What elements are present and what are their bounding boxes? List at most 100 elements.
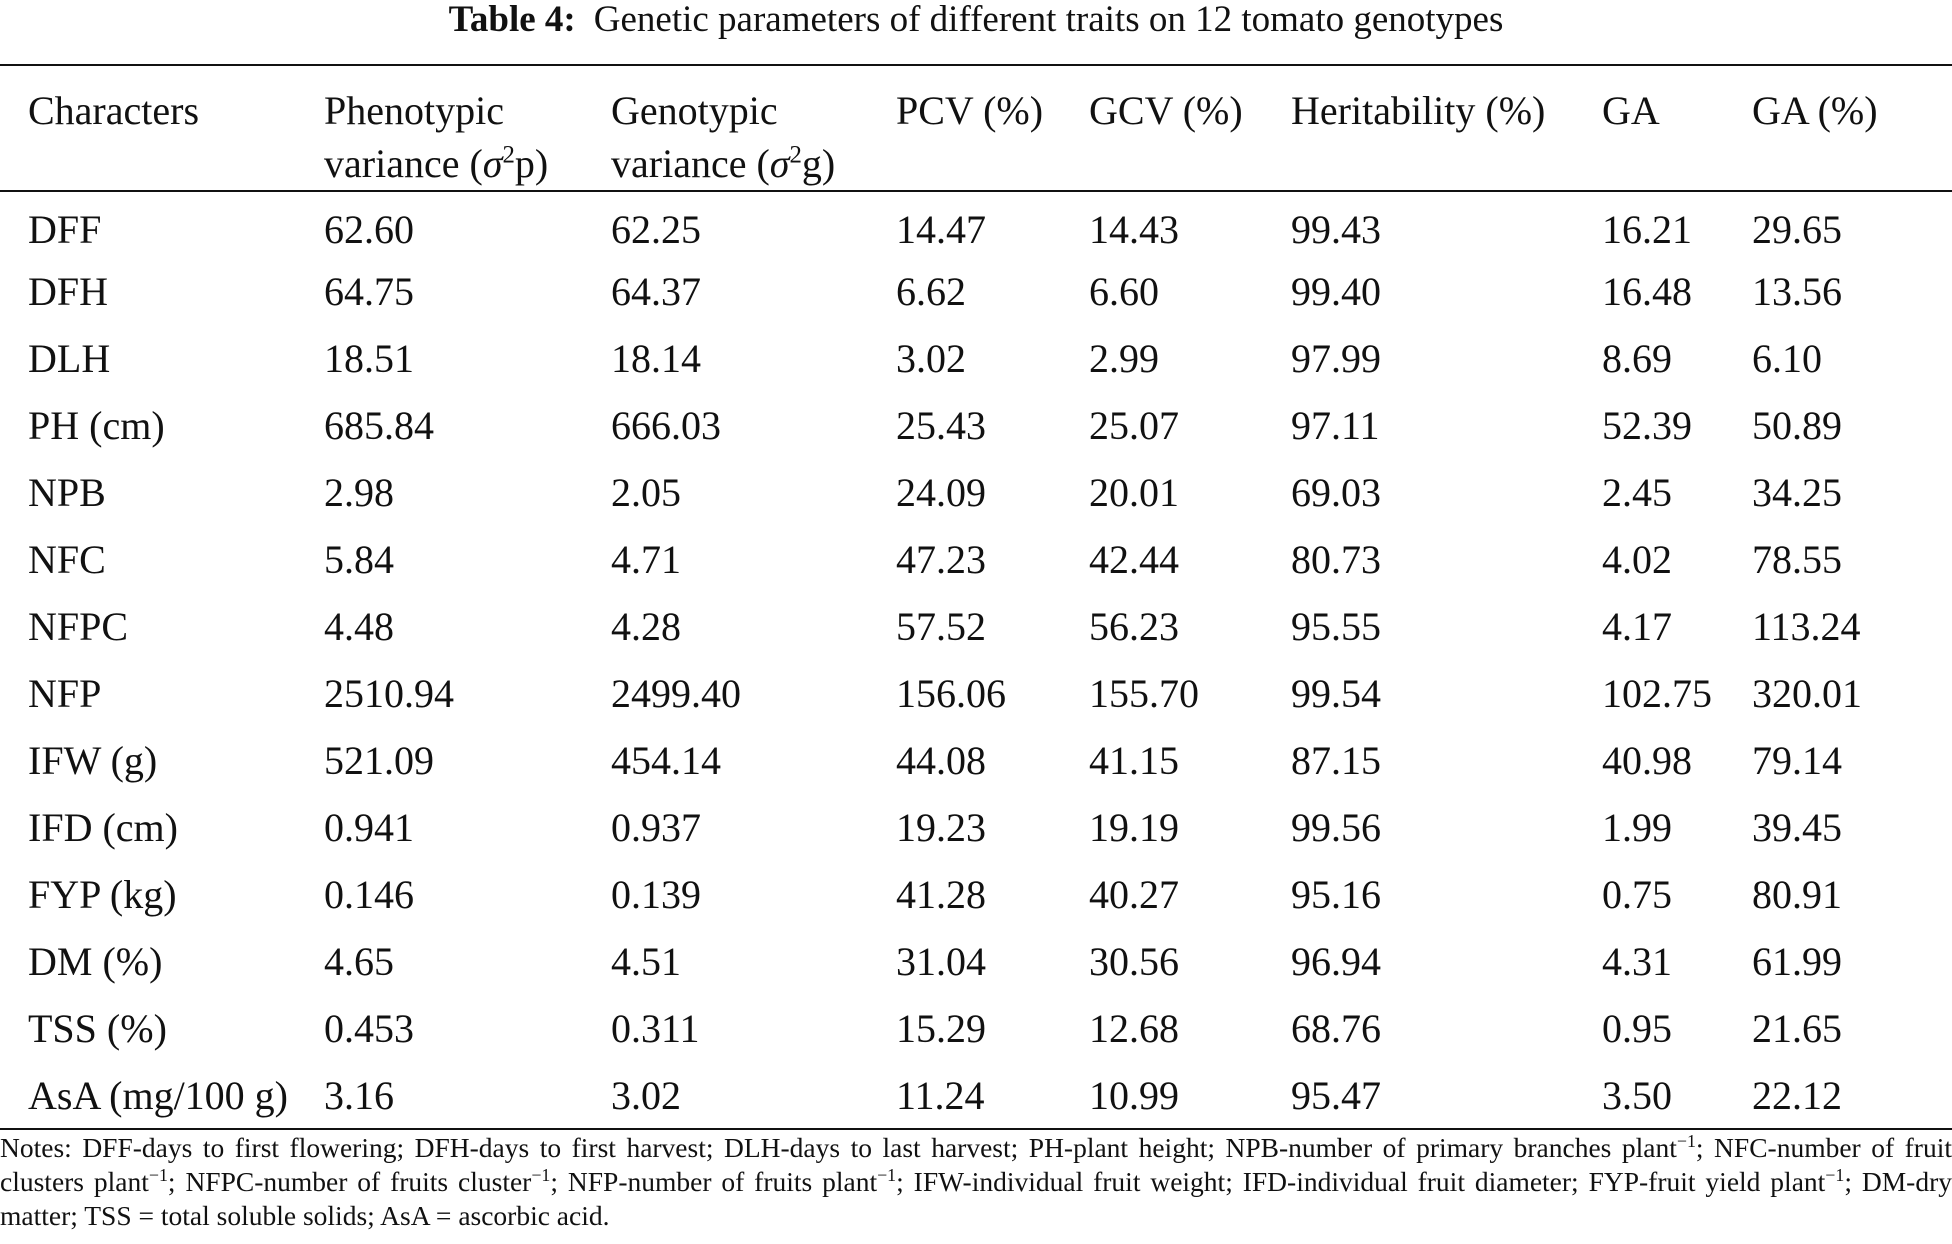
sigma-symbol: σ bbox=[482, 141, 503, 186]
cell-gcv: 14.43 bbox=[1089, 206, 1179, 252]
cell-character: PH (cm) bbox=[28, 403, 165, 448]
notes-text: ; NFC-number of fruit clusters plant bbox=[0, 1132, 1952, 1197]
cell-ga: 52.39 bbox=[1602, 403, 1692, 448]
cell-ga-percent: 78.55 bbox=[1752, 537, 1842, 582]
cell-gcv: 10.99 bbox=[1089, 1072, 1179, 1118]
cell-pcv: 57.52 bbox=[896, 604, 986, 649]
cell-pcv: 19.23 bbox=[896, 805, 986, 850]
cell-ga-percent: 320.01 bbox=[1752, 671, 1862, 716]
cell-ga-percent: 79.14 bbox=[1752, 738, 1842, 783]
table-row: NFPC 4.48 4.28 57.52 56.23 95.55 4.17 113.24 bbox=[0, 593, 1952, 660]
header-genotypic-variance: Genotypic variance (σ2g) bbox=[611, 65, 896, 191]
cell-genotypic-variance: 4.28 bbox=[611, 604, 681, 649]
cell-gcv: 2.99 bbox=[1089, 336, 1159, 381]
notes-text: ; DM-dry matter; TSS = total soluble sol… bbox=[0, 1166, 1952, 1231]
cell-ga-percent: 50.89 bbox=[1752, 403, 1842, 448]
header-genotypic-line1: Genotypic bbox=[611, 88, 778, 133]
cell-pcv: 6.62 bbox=[896, 269, 966, 314]
cell-ga-percent: 34.25 bbox=[1752, 470, 1842, 515]
cell-ga-percent: 6.10 bbox=[1752, 336, 1822, 381]
cell-ga: 4.02 bbox=[1602, 537, 1672, 582]
table-caption: Genetic parameters of different traits o… bbox=[593, 0, 1504, 40]
cell-phenotypic-variance: 5.84 bbox=[324, 537, 394, 582]
cell-ga: 102.75 bbox=[1602, 671, 1712, 716]
notes-text: ; IFW-individual fruit weight; IFD-indiv… bbox=[896, 1166, 1826, 1197]
cell-pcv: 15.29 bbox=[896, 1006, 986, 1051]
table-row: IFD (cm) 0.941 0.937 19.23 19.19 99.56 1.99 39.… bbox=[0, 794, 1952, 861]
header-phenotypic-suffix: p) bbox=[514, 141, 549, 186]
cell-ga-percent: 22.12 bbox=[1752, 1072, 1842, 1118]
cell-ga: 0.95 bbox=[1602, 1006, 1672, 1051]
cell-pcv: 44.08 bbox=[896, 738, 986, 783]
cell-phenotypic-variance: 521.09 bbox=[324, 738, 434, 783]
header-ga-percent: GA (%) bbox=[1752, 88, 1878, 133]
notes-text: Notes: DFF-days to first flowering; DFH-… bbox=[0, 1132, 1677, 1163]
table-row: DLH 18.51 18.14 3.02 2.99 97.99 8.69 6.10 bbox=[0, 325, 1952, 392]
cell-character: DLH bbox=[28, 336, 111, 381]
header-ga: GA bbox=[1602, 88, 1660, 133]
cell-pcv: 11.24 bbox=[896, 1072, 985, 1118]
table-row: AsA (mg/100 g) 3.16 3.02 11.24 10.99 95.47 3.5… bbox=[0, 1062, 1952, 1129]
cell-genotypic-variance: 2499.40 bbox=[611, 671, 741, 716]
cell-genotypic-variance: 0.139 bbox=[611, 872, 701, 917]
table-row: IFW (g) 521.09 454.14 44.08 41.15 87.15 40.98 7… bbox=[0, 727, 1952, 794]
cell-ga: 4.17 bbox=[1602, 604, 1672, 649]
table-row: DM (%) 4.65 4.51 31.04 30.56 96.94 4.31 61.99 bbox=[0, 928, 1952, 995]
cell-phenotypic-variance: 0.146 bbox=[324, 872, 414, 917]
cell-heritability: 99.43 bbox=[1291, 206, 1381, 252]
cell-heritability: 99.56 bbox=[1291, 805, 1381, 850]
cell-phenotypic-variance: 4.48 bbox=[324, 604, 394, 649]
table-number: Table 4: bbox=[448, 0, 576, 40]
cell-genotypic-variance: 666.03 bbox=[611, 403, 721, 448]
superscript: −1 bbox=[1825, 1164, 1845, 1185]
superscript: 2 bbox=[789, 141, 802, 169]
table-row: PH (cm) 685.84 666.03 25.43 25.07 97.11 52.39 5… bbox=[0, 392, 1952, 459]
sigma-symbol: σ bbox=[769, 141, 790, 186]
cell-genotypic-variance: 4.51 bbox=[611, 939, 681, 984]
header-heritability: Heritability (%) bbox=[1291, 88, 1546, 133]
cell-pcv: 14.47 bbox=[896, 206, 986, 252]
cell-heritability: 69.03 bbox=[1291, 470, 1381, 515]
cell-character: DFF bbox=[28, 206, 102, 252]
header-pcv: PCV (%) bbox=[896, 88, 1044, 133]
cell-ga-percent: 61.99 bbox=[1752, 939, 1842, 984]
notes-text: ; NFP-number of fruits plant bbox=[550, 1166, 878, 1197]
cell-character: NFC bbox=[28, 537, 106, 582]
cell-genotypic-variance: 3.02 bbox=[611, 1072, 681, 1118]
cell-pcv: 24.09 bbox=[896, 470, 986, 515]
cell-character: DFH bbox=[28, 269, 109, 314]
cell-genotypic-variance: 4.71 bbox=[611, 537, 681, 582]
cell-gcv: 56.23 bbox=[1089, 604, 1179, 649]
cell-gcv: 12.68 bbox=[1089, 1006, 1179, 1051]
cell-heritability: 68.76 bbox=[1291, 1006, 1381, 1051]
cell-heritability: 95.55 bbox=[1291, 604, 1381, 649]
cell-character: NFP bbox=[28, 671, 102, 716]
cell-phenotypic-variance: 4.65 bbox=[324, 939, 394, 984]
cell-character: NFPC bbox=[28, 604, 129, 649]
cell-phenotypic-variance: 0.941 bbox=[324, 805, 414, 850]
table-row: TSS (%) 0.453 0.311 15.29 12.68 68.76 0.95 21.6… bbox=[0, 995, 1952, 1062]
cell-ga: 1.99 bbox=[1602, 805, 1672, 850]
cell-ga-percent: 80.91 bbox=[1752, 872, 1842, 917]
header-genotypic-line2: variance ( bbox=[611, 141, 770, 186]
cell-pcv: 31.04 bbox=[896, 939, 986, 984]
cell-pcv: 156.06 bbox=[896, 671, 1006, 716]
cell-phenotypic-variance: 0.453 bbox=[324, 1006, 414, 1051]
header-phenotypic-line1: Phenotypic bbox=[324, 88, 504, 133]
cell-ga-percent: 113.24 bbox=[1752, 604, 1861, 649]
cell-character: IFW (g) bbox=[28, 738, 158, 783]
cell-phenotypic-variance: 62.60 bbox=[324, 206, 414, 252]
cell-genotypic-variance: 62.25 bbox=[611, 206, 701, 252]
cell-heritability: 80.73 bbox=[1291, 537, 1381, 582]
header-phenotypic-line2: variance ( bbox=[324, 141, 483, 186]
cell-gcv: 40.27 bbox=[1089, 872, 1179, 917]
cell-phenotypic-variance: 685.84 bbox=[324, 403, 434, 448]
cell-ga: 0.75 bbox=[1602, 872, 1672, 917]
cell-pcv: 41.28 bbox=[896, 872, 986, 917]
cell-heritability: 99.40 bbox=[1291, 269, 1381, 314]
header-phenotypic-variance: Phenotypic variance (σ2p) bbox=[324, 65, 611, 191]
cell-ga: 8.69 bbox=[1602, 336, 1672, 381]
cell-gcv: 155.70 bbox=[1089, 671, 1199, 716]
cell-ga: 2.45 bbox=[1602, 470, 1672, 515]
